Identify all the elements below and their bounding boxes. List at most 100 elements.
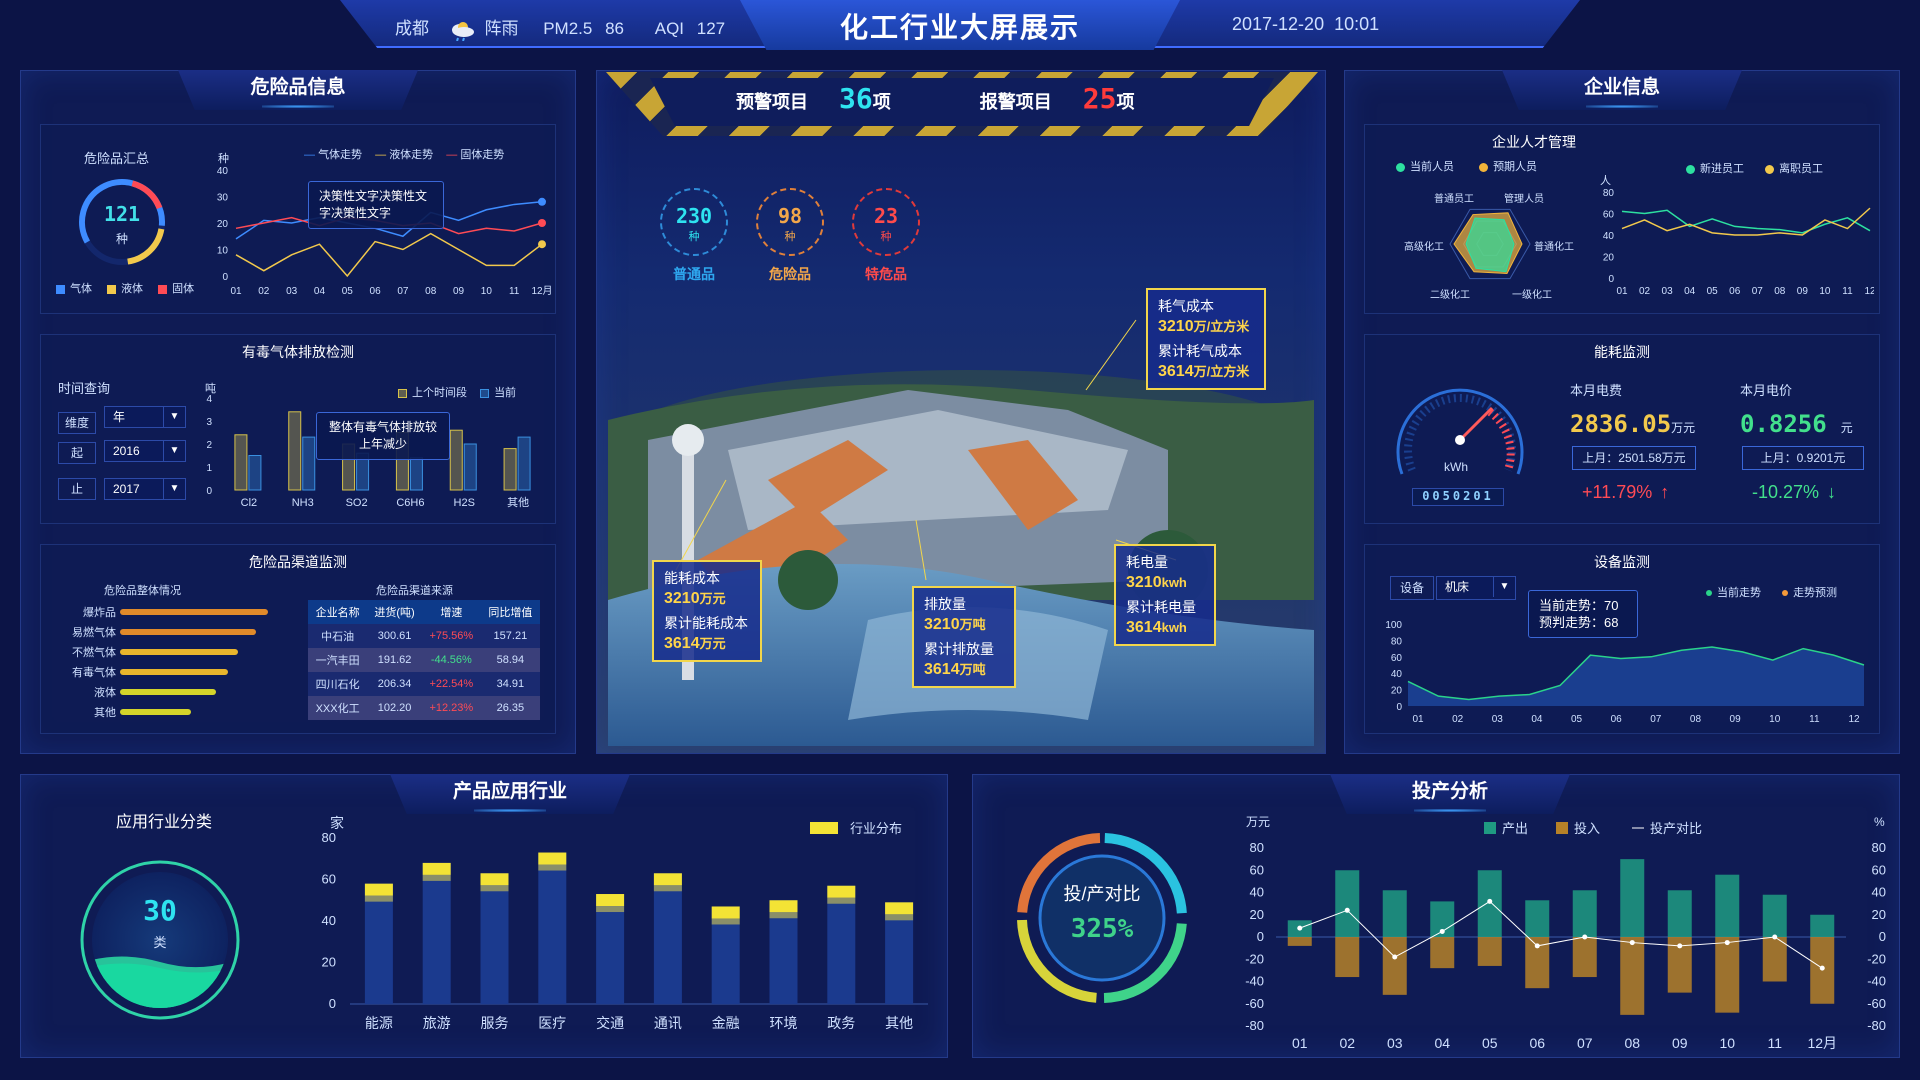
table-header-cell: 企业名称: [308, 600, 368, 624]
table-cell: 206.34: [377, 678, 412, 690]
title-plate: [740, 0, 1180, 50]
y-axis-label: 家: [330, 815, 344, 831]
industry-bar: [653, 873, 682, 1004]
input-bar: [1762, 937, 1787, 982]
energy-gauge: [1396, 388, 1524, 475]
from-year-select[interactable]: 2016 ▼: [104, 440, 186, 462]
table-cell: 26.35: [496, 702, 525, 714]
industry-bar: [364, 883, 393, 1004]
table-cell: 一汽丰田: [315, 655, 360, 667]
y-tick-label: 100: [1385, 620, 1402, 631]
radar-area-current: [1465, 217, 1515, 273]
x-tick-label: 08: [425, 286, 437, 297]
overall-bar-label: 有毒气体: [72, 667, 116, 679]
legend-label: 行业分布: [850, 821, 902, 836]
y-tick-label: 1: [206, 463, 212, 474]
price-change: -10.27% ↓: [1752, 482, 1837, 502]
y-tick-label: 20: [1250, 907, 1264, 922]
industry-bar-cap: [480, 873, 509, 886]
table-cell: 102.20: [377, 702, 412, 714]
x-tick-label: H2S: [454, 497, 475, 509]
staff-line-chart: 80 60 40 20 001 02 03 04 05 06 07 08 09 10 11 12: [1603, 188, 1874, 297]
y-tick-label: 80: [1603, 188, 1615, 199]
y2-tick-label: 0: [1879, 929, 1886, 944]
output-bar: [1382, 890, 1407, 937]
y2-tick-label: 60: [1872, 862, 1886, 877]
x-tick-label: 08: [1624, 1035, 1640, 1051]
fee-value-row: 2836.05万元: [1570, 410, 1696, 438]
industry-bar-band: [769, 912, 798, 919]
x-tick-label: 03: [1662, 286, 1674, 297]
device-title: 设备监测: [1594, 554, 1650, 570]
x-tick-label: 10: [1819, 286, 1831, 297]
industry-bar-band: [885, 914, 914, 921]
x-tick-label: 02: [1452, 714, 1464, 725]
table-cell: 157.21: [493, 630, 528, 642]
y-tick-label: 80: [1250, 840, 1264, 855]
x-tick-label: 其他: [885, 1015, 913, 1031]
industry-bar-cap: [364, 883, 393, 896]
warning-summary: 预警项目 36项 报警项目 25项: [736, 82, 1135, 115]
x-tick-label: 金融: [712, 1015, 740, 1031]
device-label: 设备: [1390, 576, 1434, 600]
danger-label: 危险品: [769, 266, 811, 282]
table-cell: -44.56%: [430, 654, 472, 666]
industry-panel-title: 产品应用行业: [390, 774, 630, 814]
y-tick-label: 60: [1250, 862, 1264, 877]
invest-ring: [1017, 833, 1187, 1003]
arrow-up-icon: ↑: [1660, 482, 1670, 502]
x-tick-label: 02: [1639, 286, 1651, 297]
input-bar: [1335, 937, 1360, 978]
industry-bar-cap: [422, 862, 451, 875]
ratio-point: [1677, 943, 1683, 949]
x-tick-label: 03: [1387, 1035, 1403, 1051]
fee-last-month: 上月：2501.58万元: [1572, 446, 1696, 470]
gas-bar: [288, 411, 302, 491]
company-panel-title: 企业信息: [1502, 70, 1742, 110]
dimension-select[interactable]: 年 ▼: [104, 406, 186, 428]
ratio-point: [1534, 943, 1540, 949]
device-select[interactable]: 机床 ▼: [1436, 576, 1516, 600]
current-trend-area: [1408, 646, 1864, 706]
trend-tooltip: 决策性文字决策性文字决策性文字: [308, 181, 444, 229]
series-line-离职员工: [1621, 207, 1871, 236]
table-row[interactable]: 中石油 300.61 +75.56% 157.21: [308, 624, 540, 648]
x-tick-label: 04: [1684, 286, 1696, 297]
table-row[interactable]: 一汽丰田 191.62 -44.56% 58.94: [308, 648, 540, 672]
talent-card: [1364, 124, 1880, 314]
industry-bar-band: [364, 895, 393, 902]
ratio-line: [1299, 900, 1823, 969]
x-tick-label: 12月: [531, 285, 552, 297]
series-line-液体走势: [235, 232, 543, 278]
x-tick-label: 06: [1729, 286, 1741, 297]
x-tick-label: 通讯: [654, 1015, 682, 1031]
legend-label: 产出: [1502, 821, 1528, 836]
legend-swatch: [1556, 822, 1568, 834]
x-tick-label: NH3: [292, 497, 314, 509]
callout-energy-cost: 能耗成本 3210万元 累计能耗成本 3614万元: [652, 560, 762, 662]
table-cell: +12.23%: [429, 702, 474, 714]
ratio-point: [1439, 928, 1445, 934]
x-tick-label: 服务: [481, 1015, 509, 1031]
alarm-value: 25: [1082, 82, 1117, 115]
category-circle-normal: 230 种: [660, 188, 728, 256]
table-row[interactable]: 四川石化 206.34 +22.54% 34.91: [308, 672, 540, 696]
output-bar: [1715, 874, 1740, 937]
x-tick-label: 环境: [770, 1015, 798, 1031]
table-cell: 四川石化: [315, 679, 360, 691]
to-year-select[interactable]: 2017 ▼: [104, 478, 186, 500]
table-row[interactable]: XXX化工 102.20 +12.23% 26.35: [308, 696, 540, 720]
aqi-value: 127: [696, 19, 726, 38]
gas-bar: [517, 436, 531, 491]
industry-bar-cap: [596, 894, 625, 907]
price-value-row: 0.8256 元: [1740, 410, 1853, 438]
overall-bar-label: 不燃气体: [72, 647, 116, 659]
table-cell: 191.62: [377, 654, 412, 666]
y-tick-label: 4: [206, 394, 212, 405]
y-tick-label: 40: [1603, 231, 1615, 242]
x-tick-label: 06: [1529, 1035, 1545, 1051]
normal-label: 普通品: [673, 266, 715, 282]
industry-bar-band: [653, 885, 682, 892]
line-legend: 新进员工 离职员工: [1686, 160, 1823, 176]
